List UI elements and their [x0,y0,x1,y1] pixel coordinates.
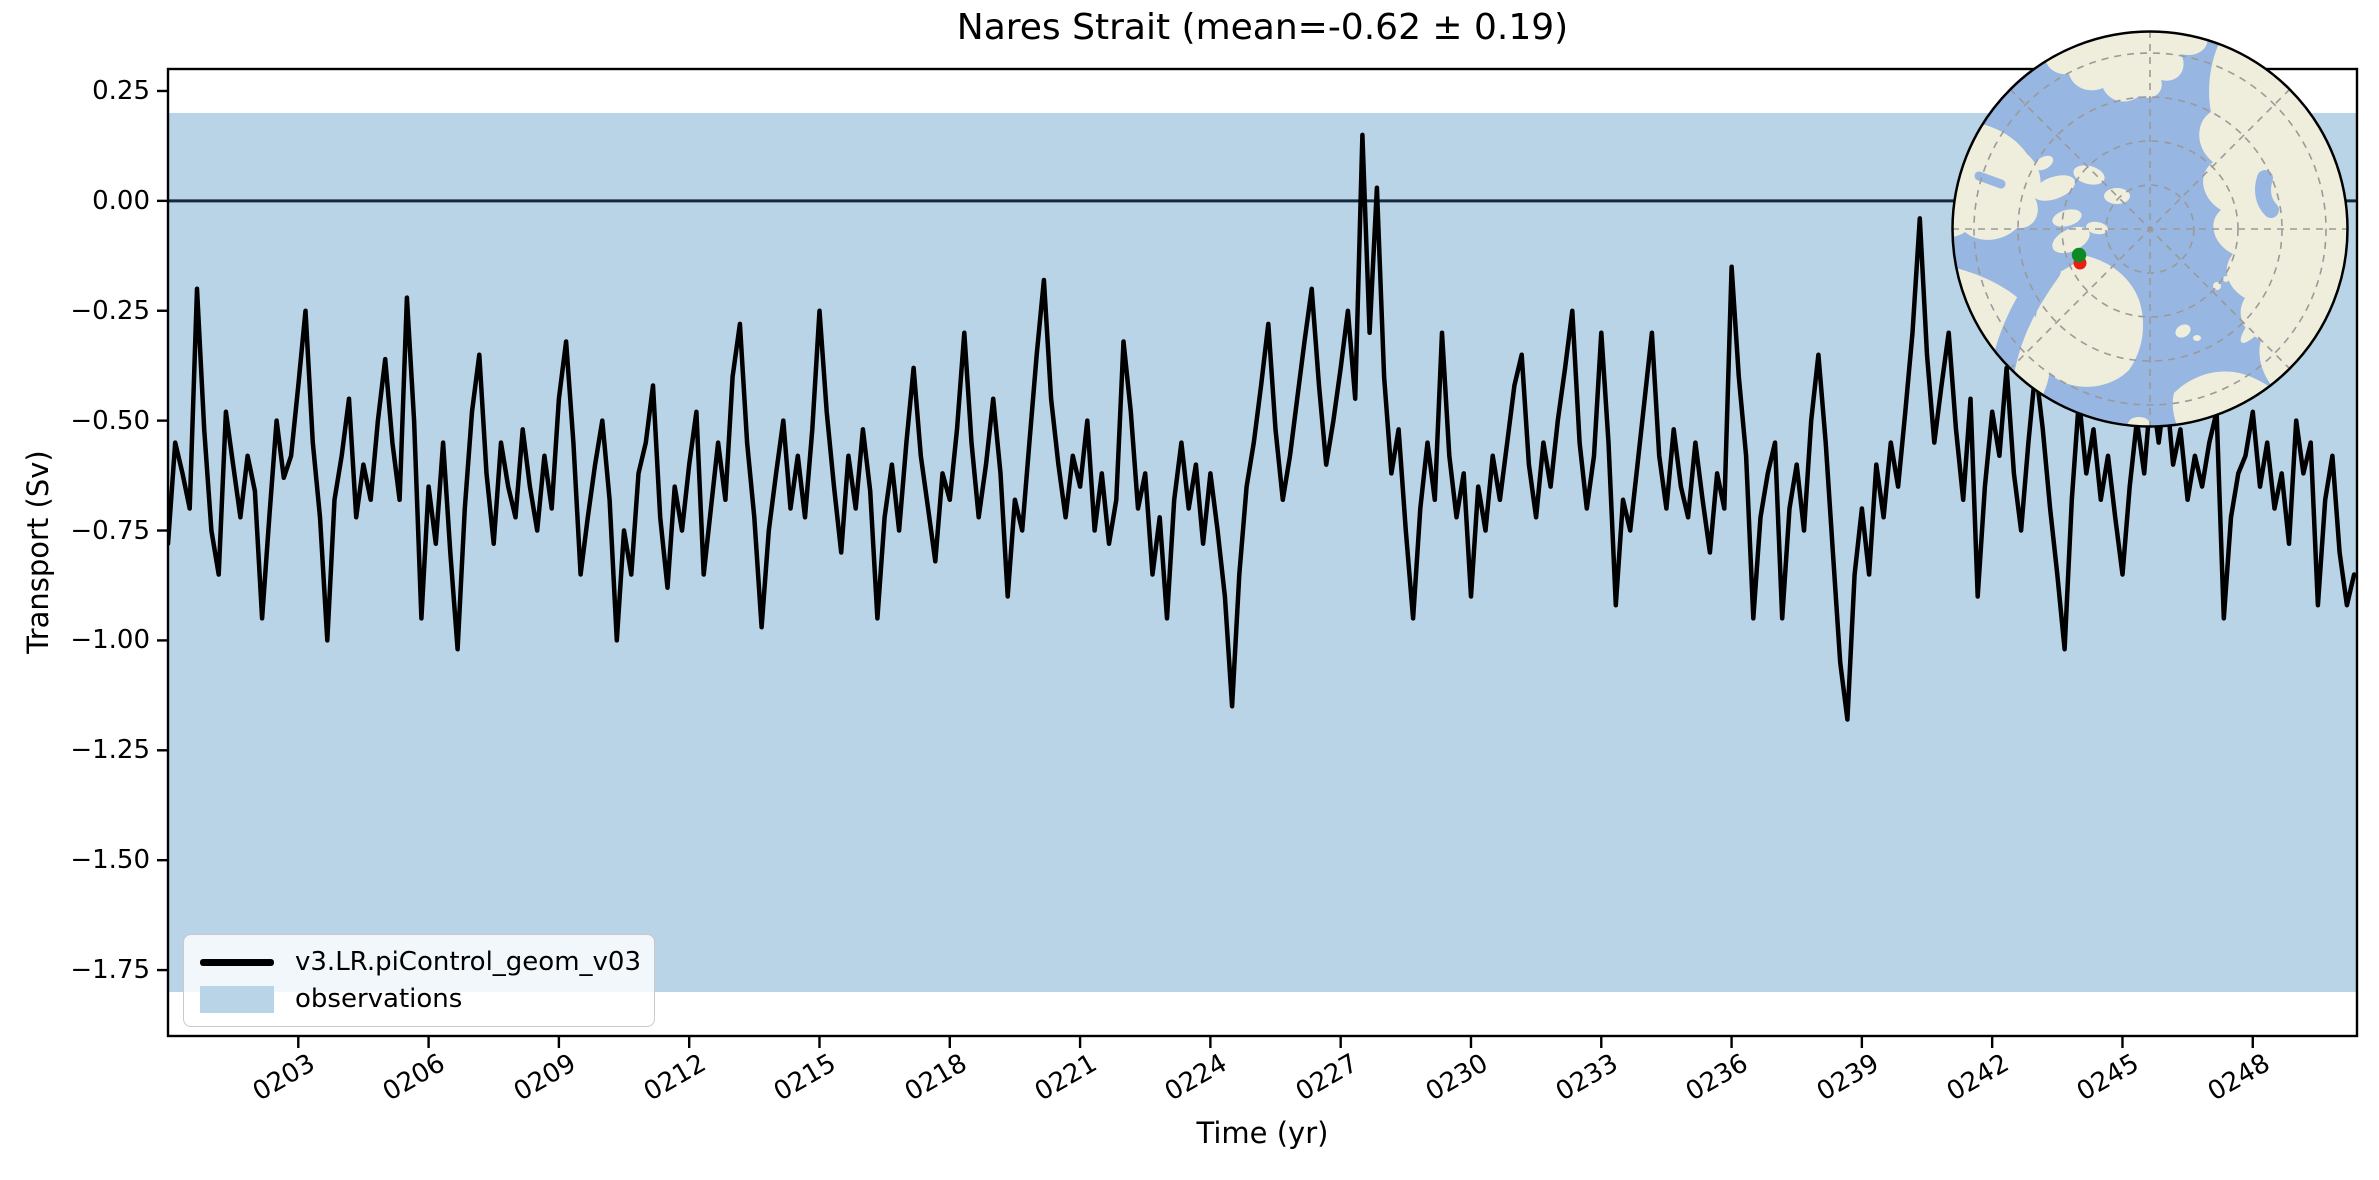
y-tick-label: −1.00 [70,625,150,656]
land-labrador [1989,427,2115,430]
land-arctic-island [2073,165,2105,185]
land-svalbard [2193,335,2201,341]
y-tick-label: −0.75 [70,515,150,546]
x-axis-label: Time (yr) [1196,1116,1329,1150]
legend-label-observations: observations [295,984,463,1014]
y-tick-label: −0.50 [70,405,150,436]
kara-sea-notch [2255,170,2279,218]
land-franz-josef [2213,282,2221,290]
y-tick-label: 0.25 [92,75,150,106]
land-franz-josef [2223,276,2229,282]
land-greenland [2034,255,2144,387]
y-tick-label: 0.00 [92,185,150,216]
inset-border-circle [1951,30,2349,428]
land-arctic-island [2086,221,2108,235]
nares-strait-marker-green [2071,247,2087,263]
meridian-line [2009,88,2291,370]
land-arctic-island [2034,155,2054,171]
transport-series-line [168,132,2357,722]
map-graticule [1953,32,2347,426]
legend-label-model: v3.LR.piControl_geom_v03 [295,947,641,977]
land-iceland [2128,417,2150,426]
land-eurasia [2199,43,2347,400]
land-svalbard [2175,324,2191,338]
legend-item-model: v3.LR.piControl_geom_v03 [200,947,641,977]
y-axis-label: Transport (Sv) [21,450,55,654]
y-tick-label: −0.25 [70,295,150,326]
model-line-swatch [200,958,274,966]
chart-title: Nares Strait (mean=-0.62 ± 0.19) [956,7,1569,48]
legend: v3.LR.piControl_geom_v03 observations [183,934,655,1027]
y-tick-label: −1.50 [70,845,150,876]
y-tick-label: −1.25 [70,735,150,766]
land-ellesmere [2052,226,2090,254]
legend-item-observations: observations [200,984,638,1014]
latitude-circle [1973,52,2327,406]
axes-spines [166,67,2359,1038]
observations-patch-swatch [200,985,274,1013]
land-arctic-island [2052,209,2082,227]
coastal-inlet [1974,171,2006,189]
land-arctic-island [2104,188,2130,204]
x-axis-ticks [297,1036,2254,1048]
y-tick-label: −1.75 [70,955,150,986]
land-novaya-zemlya [2240,305,2274,343]
arctic-inset-map [1951,30,2349,430]
y-axis-ticks [157,89,168,972]
land-arctic-island [2032,175,2076,201]
latitude-circle [2105,184,2195,274]
